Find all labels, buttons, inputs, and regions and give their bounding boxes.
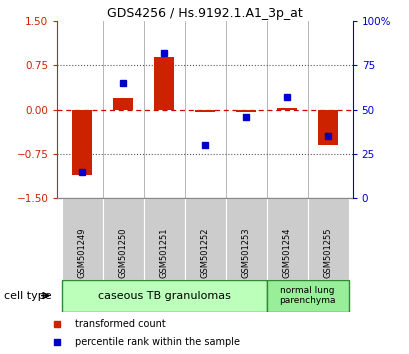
Text: GSM501251: GSM501251 <box>159 228 168 278</box>
Bar <box>235 110 256 112</box>
Bar <box>225 198 266 280</box>
Bar <box>102 198 143 280</box>
Bar <box>184 198 225 280</box>
Bar <box>112 98 133 110</box>
Bar <box>61 198 102 280</box>
Text: GSM501252: GSM501252 <box>200 228 209 278</box>
Bar <box>266 280 348 312</box>
Bar <box>307 198 348 280</box>
Text: transformed count: transformed count <box>75 319 166 329</box>
Bar <box>153 57 174 110</box>
Text: GSM501249: GSM501249 <box>77 228 86 278</box>
Bar <box>194 110 215 112</box>
Bar <box>317 110 337 145</box>
Text: percentile rank within the sample: percentile rank within the sample <box>75 337 240 347</box>
Title: GDS4256 / Hs.9192.1.A1_3p_at: GDS4256 / Hs.9192.1.A1_3p_at <box>107 7 302 20</box>
Text: GSM501255: GSM501255 <box>323 228 332 278</box>
Bar <box>61 280 266 312</box>
Bar <box>266 198 307 280</box>
Bar <box>72 110 92 175</box>
Text: GSM501254: GSM501254 <box>282 228 291 278</box>
Text: normal lung
parenchyma: normal lung parenchyma <box>279 286 335 305</box>
Bar <box>143 198 184 280</box>
Text: GSM501253: GSM501253 <box>241 227 250 278</box>
Bar <box>276 108 297 110</box>
Text: GSM501250: GSM501250 <box>118 228 127 278</box>
Text: cell type: cell type <box>4 291 52 301</box>
Text: caseous TB granulomas: caseous TB granulomas <box>97 291 230 301</box>
